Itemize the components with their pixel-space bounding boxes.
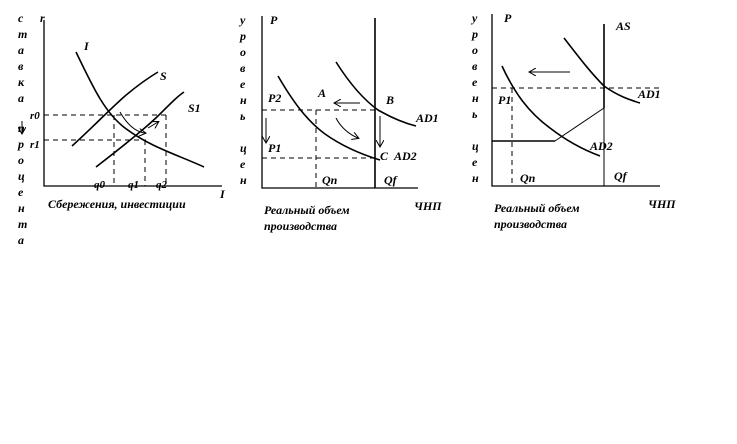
svg-text:ц: ц (472, 139, 479, 153)
label-qf: Qf (384, 173, 398, 187)
label-r0: r0 (30, 110, 40, 122)
svg-text:у: у (238, 13, 246, 27)
panel2-curved-arrow (335, 117, 358, 138)
svg-text:е: е (18, 185, 24, 199)
svg-text:в: в (18, 59, 24, 73)
panel2-x-caption-2: производства (264, 219, 337, 233)
svg-text:р: р (471, 27, 478, 41)
svg-text:в: в (472, 59, 478, 73)
panel2-y-axis-label: P (270, 13, 278, 27)
svg-text:т: т (18, 217, 27, 231)
svg-text:у: у (470, 11, 478, 25)
panel2-x-axis-end: ЧНП (414, 199, 442, 213)
panel1-axes (43, 20, 222, 187)
label-ad2: AD2 (393, 149, 417, 163)
svg-text:н: н (240, 93, 247, 107)
panel1-shift-arrow (147, 122, 158, 128)
label-p1: P1 (268, 141, 281, 155)
label-qn: Qn (322, 173, 338, 187)
panel1-curved-arrow (119, 111, 145, 133)
panel2-ad1-curve (335, 61, 417, 127)
panel2-ad2-curve (277, 75, 381, 161)
svg-text:ь: ь (240, 109, 246, 123)
panel1-x-caption: Сбережения, инвестиции (48, 197, 186, 211)
label-r1: r1 (30, 139, 40, 151)
label-p1-p3: P1 (498, 93, 511, 107)
label-q2: q2 (156, 179, 168, 191)
svg-text:н: н (472, 91, 479, 105)
label-qn-p3: Qn (520, 171, 536, 185)
svg-text:е: е (472, 155, 478, 169)
investment-curve (75, 51, 205, 168)
panel-aggregate-demand-shift: у р о в е н ь ц е н P P2 P1 A B (238, 13, 442, 233)
label-q1: q1 (128, 179, 139, 191)
svg-text:ь: ь (472, 107, 478, 121)
svg-text:о: о (240, 45, 246, 59)
as-rising-segment (554, 107, 605, 142)
svg-text:ц: ц (240, 141, 247, 155)
svg-text:с: с (18, 11, 24, 25)
panel3-axes (491, 14, 660, 187)
panel3-x-caption-2: производства (494, 217, 567, 231)
svg-text:в: в (240, 61, 246, 75)
svg-text:е: е (240, 77, 246, 91)
panel3-x-caption-1: Реальный объем (494, 201, 580, 215)
label-ad1: AD1 (415, 111, 439, 125)
svg-text:т: т (18, 27, 27, 41)
svg-text:о: о (18, 153, 24, 167)
panel1-y-axis-label: r (40, 11, 45, 25)
panel2-x-caption-1: Реальный объем (264, 203, 350, 217)
label-s-curve: S (160, 69, 167, 83)
panel2-axes (261, 16, 418, 189)
svg-text:н: н (240, 173, 247, 187)
svg-text:а: а (18, 91, 24, 105)
svg-text:н: н (18, 201, 25, 215)
savings-curve-s (71, 71, 159, 147)
label-ad2-p3: AD2 (589, 139, 613, 153)
svg-text:к: к (18, 75, 25, 89)
label-s1-curve: S1 (188, 101, 201, 115)
svg-text:о: о (472, 43, 478, 57)
panel3-y-vertical-label: у р о в е н ь ц е н (470, 11, 479, 185)
panel-aggregate-supply: у р о в е н ь ц е н P AS AD1 AD2 P1 (470, 11, 676, 231)
label-point-a: A (317, 86, 326, 100)
panel2-y-vertical-label: у р о в е н ь ц е н (238, 13, 247, 187)
svg-text:н: н (472, 171, 479, 185)
panel3-ad1-curve (563, 37, 641, 104)
panel-savings-investment: с т а в к а п р о ц е н т а r (17, 11, 226, 247)
panel3-ad2-curve (501, 65, 601, 157)
svg-text:р: р (239, 29, 246, 43)
panel3-x-axis-end: ЧНП (648, 197, 676, 211)
label-qf-p3: Qf (614, 169, 628, 183)
label-p2: P2 (268, 91, 281, 105)
svg-text:ц: ц (18, 169, 25, 183)
svg-text:е: е (240, 157, 246, 171)
svg-text:р: р (17, 137, 24, 151)
savings-curve-s1 (95, 91, 185, 168)
svg-text:а: а (18, 233, 24, 247)
panel1-x-axis-end: I (219, 187, 226, 201)
label-as: AS (615, 19, 631, 33)
label-q0: q0 (94, 179, 106, 191)
svg-text:а: а (18, 43, 24, 57)
panel3-y-axis-label: P (504, 11, 512, 25)
label-point-c: C (380, 149, 389, 163)
label-i-curve: I (83, 39, 90, 53)
svg-text:е: е (472, 75, 478, 89)
label-point-b: B (385, 93, 394, 107)
label-ad1-p3: AD1 (637, 87, 661, 101)
